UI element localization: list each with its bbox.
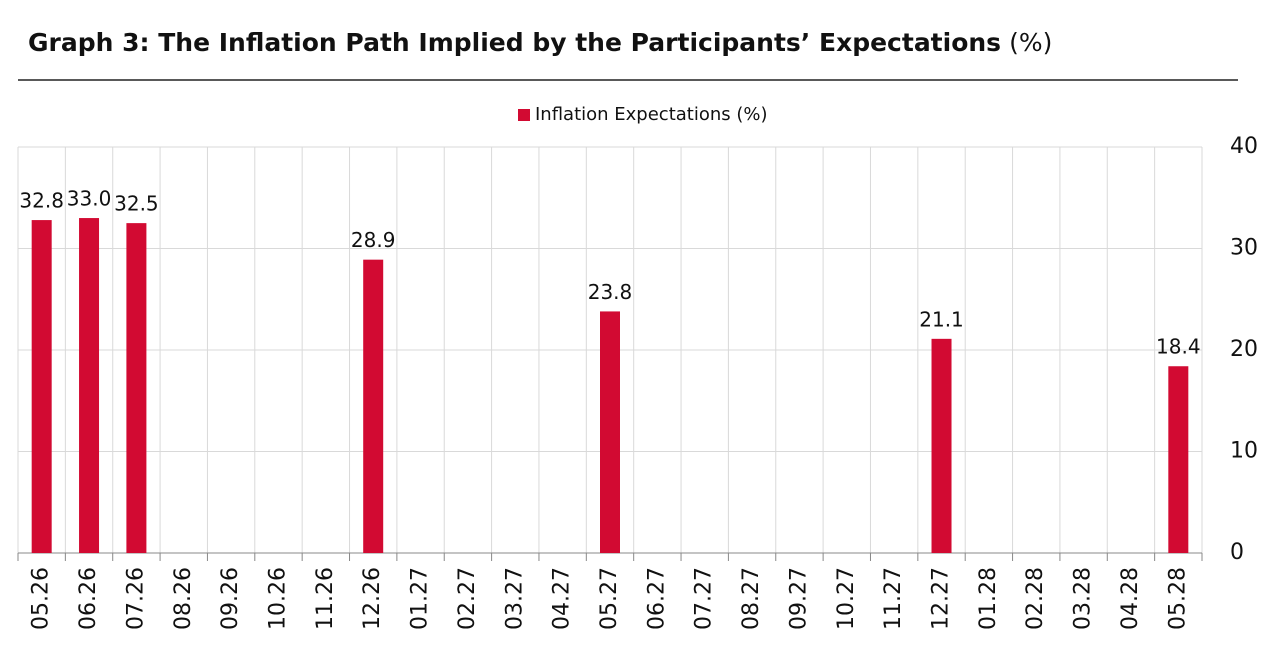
title-main: Graph 3: The Inflation Path Implied by t… <box>28 28 1001 57</box>
bar <box>600 311 620 553</box>
bar <box>931 338 952 553</box>
bar <box>31 220 52 553</box>
x-tick-label: 12.26 <box>360 567 385 630</box>
data-label: 21.1 <box>919 307 964 331</box>
title-unit: (%) <box>1009 28 1052 57</box>
x-tick-label: 09.26 <box>218 567 243 630</box>
x-tick-label: 08.27 <box>739 567 764 630</box>
x-tick-label: 07.27 <box>692 567 717 630</box>
x-tick-label: 08.26 <box>171 567 196 630</box>
data-label: 32.5 <box>114 192 159 216</box>
y-tick-label: 10 <box>1230 439 1258 464</box>
bar <box>79 218 100 554</box>
data-label: 33.0 <box>67 187 112 211</box>
x-tick-label: 06.27 <box>644 567 669 630</box>
x-tick-label: 05.26 <box>29 567 54 630</box>
x-tick-label: 07.26 <box>123 567 148 630</box>
x-tick-label: 01.28 <box>976 567 1001 630</box>
y-tick-label: 20 <box>1230 337 1258 362</box>
x-tick-label: 05.28 <box>1165 567 1190 630</box>
x-tick-label: 03.28 <box>1071 567 1096 630</box>
x-tick-label: 01.27 <box>408 567 433 630</box>
x-tick-label: 02.28 <box>1023 567 1048 630</box>
chart-title: Graph 3: The Inflation Path Implied by t… <box>28 28 1052 57</box>
data-label: 32.8 <box>19 189 64 213</box>
bar <box>363 259 384 553</box>
x-tick-label: 11.27 <box>881 567 906 630</box>
x-tick-label: 02.27 <box>455 567 480 630</box>
x-tick-label: 12.27 <box>929 567 954 630</box>
y-tick-label: 40 <box>1230 134 1258 159</box>
x-tick-label: 04.27 <box>550 567 575 630</box>
x-tick-label: 05.27 <box>597 567 622 630</box>
x-tick-label: 11.26 <box>313 567 338 630</box>
data-label: 28.9 <box>351 228 396 252</box>
legend-swatch <box>518 109 530 121</box>
data-label: 23.8 <box>588 280 633 304</box>
x-tick-label: 03.27 <box>502 567 527 630</box>
bar <box>126 223 147 553</box>
x-tick-label: 06.26 <box>76 567 101 630</box>
x-tick-label: 10.26 <box>265 567 290 630</box>
x-tick-label: 10.27 <box>834 567 859 630</box>
legend-label: Inflation Expectations (%) <box>535 104 768 125</box>
data-label: 18.4 <box>1156 335 1201 359</box>
x-tick-label: 04.28 <box>1118 567 1143 630</box>
y-tick-label: 0 <box>1230 540 1244 565</box>
bar <box>1168 366 1189 553</box>
y-tick-label: 30 <box>1230 236 1258 261</box>
x-tick-label: 09.27 <box>786 567 811 630</box>
